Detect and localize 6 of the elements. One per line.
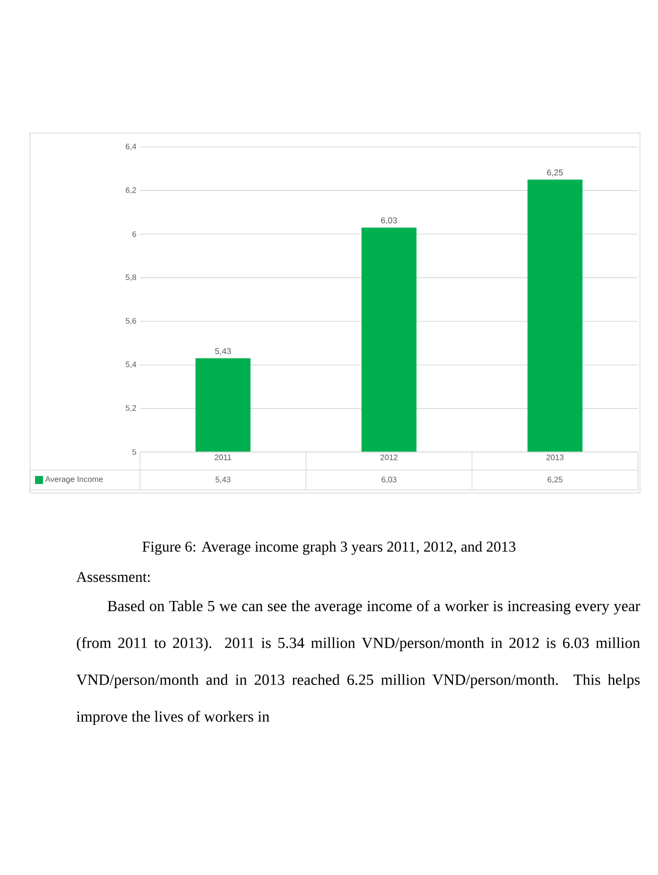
text: 6,03 (381, 217, 397, 224)
text: 5,43 (215, 348, 231, 356)
text: Based on Table 5 we can see the average income of a worker is increasing every year (from 2011 to 2013). 2011 is 5.34 million VND/person/month in 2012 is 6.03 million VND/person/month and in 2013 reached 6.25 million VND/person/month. This helps improve the lives of workers in (76, 600, 640, 725)
caption: Figure 6: Average income graph 3 years 2011, 2012, and 2013 (142, 541, 516, 555)
text: Assessment: (76, 572, 150, 582)
text: 6,25 (547, 169, 563, 176)
